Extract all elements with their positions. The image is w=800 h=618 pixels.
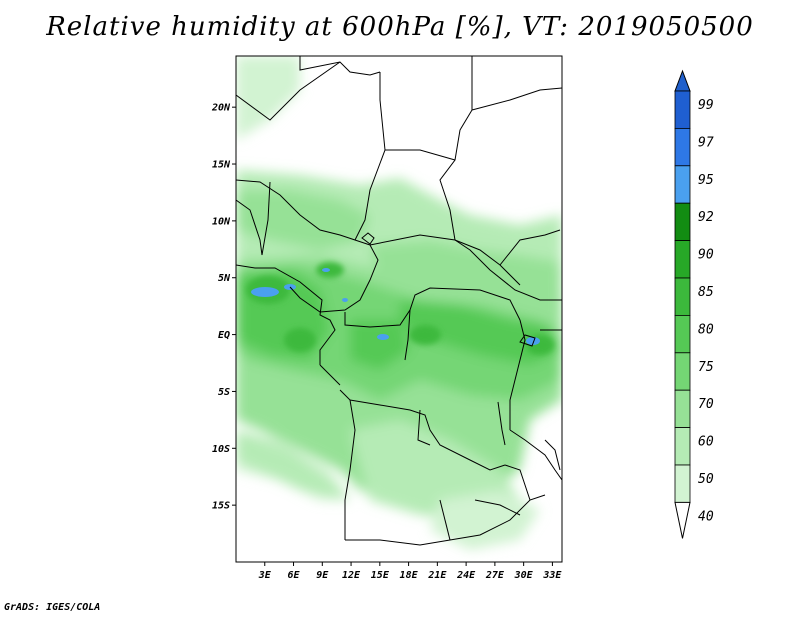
colorbar-label: 90 [698,248,714,263]
lon-tick-label: 24E [456,570,476,581]
colorbar-swatch [674,90,691,129]
lat-tick-label: 5S [218,387,230,398]
colorbar-swatch [674,127,691,167]
lat-tick-label: 10S [212,444,230,455]
colorbar-label: 85 [698,285,714,300]
colorbar-bottom-arrow [674,501,691,539]
lon-tick-label: 12E [342,570,361,581]
colorbar-swatch [674,352,691,391]
colorbar-swatch [674,202,691,241]
colorbar-swatch [674,277,691,316]
map-frame [235,55,563,563]
credit-label: GrADS: IGES/COLA [4,602,101,613]
lon-tick-label: 33E [542,570,562,581]
longitude-axis: 3E 6E 9E 12E 15E 18E 21E 24E 27E 30E 33E [258,562,562,581]
colorbar-label: 60 [698,435,714,450]
humidity-field [236,56,562,562]
colorbar-label: 50 [698,472,714,487]
colorbar-label: 97 [698,135,714,150]
colorbar-swatch [674,314,691,354]
latitude-axis: 20N 15N 10N 5N EQ 5S 10S 15S [211,103,236,512]
lon-tick-label: 9E [316,570,329,581]
country-boundaries [236,56,562,546]
colorbar-label: 40 [698,509,714,524]
colorbar-top-arrow [674,69,691,92]
colorbar-swatch [674,165,691,204]
colorbar: 99 97 95 92 90 85 80 75 70 60 50 40 [674,69,714,539]
lon-tick-label: 15E [371,570,390,581]
lon-tick-label: 6E [288,570,301,581]
colorbar-swatch [674,464,691,503]
colorbar-label: 92 [698,210,714,225]
lon-tick-label: 21E [427,570,447,581]
lat-tick-label: 20N [211,103,231,114]
lat-tick-label: 15S [212,501,230,512]
colorbar-label: 99 [698,98,714,113]
colorbar-swatch [674,389,691,429]
lon-tick-label: 3E [258,570,272,581]
lat-tick-label: 15N [212,160,231,171]
map-title: Relative humidity at 600hPa [%], VT: 201… [46,12,754,42]
colorbar-label: 95 [698,173,714,188]
lat-tick-label: 5N [218,273,231,284]
lon-tick-label: 27E [485,570,505,581]
lon-tick-label: 18E [400,570,419,581]
lat-tick-label: 10N [212,216,231,227]
colorbar-label: 75 [698,360,714,375]
colorbar-label: 80 [698,322,714,337]
colorbar-label: 70 [698,397,714,412]
colorbar-swatch [674,427,691,466]
lon-tick-label: 30E [514,570,534,581]
colorbar-swatch [674,240,691,279]
lat-tick-label: EQ [218,330,230,341]
